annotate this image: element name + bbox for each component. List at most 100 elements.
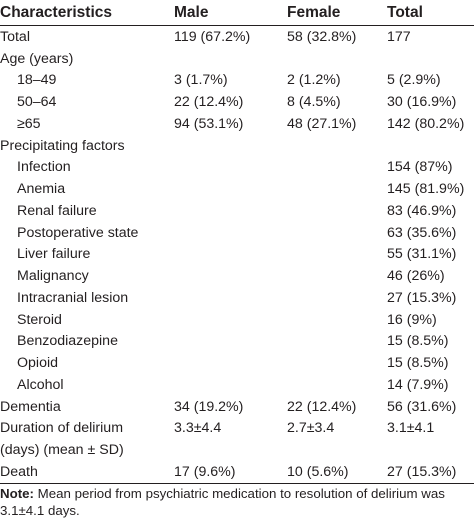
- table-header-row: Characteristics Male Female Total: [0, 0, 474, 26]
- cell-male: [174, 331, 287, 353]
- cell-male: 3 (1.7%): [174, 72, 228, 89]
- row-label: Dementia: [0, 398, 61, 415]
- row-label: Infection: [17, 159, 71, 176]
- cell-female: 48 (27.1%): [287, 115, 357, 132]
- row-label: Steroid: [17, 311, 62, 328]
- table-row: 50–64 22 (12.4%) 8 (4.5%) 30 (16.9%): [0, 91, 474, 113]
- table-row: Death 17 (9.6%) 10 (5.6%) 27 (15.3%): [0, 461, 474, 484]
- cell-total: 154 (87%): [387, 159, 453, 176]
- cell-total: 27 (15.3%): [387, 461, 474, 484]
- cell-total: [387, 135, 474, 157]
- table-row: Anemia 145 (81.9%): [0, 178, 474, 200]
- cell-total: 30 (16.9%): [387, 94, 457, 111]
- cell-female: 22 (12.4%): [287, 398, 357, 415]
- cell-female: [287, 309, 387, 331]
- row-label: Age (years): [0, 50, 74, 67]
- row-label: Intracranial lesion: [17, 289, 129, 306]
- row-label: Total: [0, 28, 30, 45]
- row-label: Postoperative state: [17, 224, 139, 241]
- table-row: Alcohol 14 (7.9%): [0, 374, 474, 396]
- row-label: Duration of delirium: [0, 420, 124, 437]
- cell-male: 119 (67.2%): [174, 28, 251, 45]
- table-row: Total 119 (67.2%) 58 (32.8%) 177: [0, 26, 474, 48]
- row-label: Liver failure: [17, 246, 91, 263]
- row-label: Benzodiazepine: [17, 333, 118, 350]
- table-row: Infection 154 (87%): [0, 157, 474, 179]
- cell-male: [174, 178, 287, 200]
- table-row: Duration of delirium 3.3±4.4 2.7±3.4 3.1±4.…: [0, 418, 474, 440]
- row-label: (days) (mean ± SD): [0, 442, 124, 459]
- row-label: Anemia: [17, 181, 66, 198]
- cell-female: 2.7±3.4: [287, 420, 335, 437]
- footnote-label: Note:: [0, 486, 34, 501]
- cell-total: 177: [387, 28, 411, 45]
- table-footnote: Note: Mean period from psychiatric medic…: [0, 485, 474, 519]
- cell-male: [174, 200, 287, 222]
- cell-total: 63 (35.6%): [387, 224, 457, 241]
- cell-male: [174, 48, 287, 70]
- cell-male: 94 (53.1%): [174, 115, 244, 132]
- cell-total: 27 (15.3%): [387, 289, 457, 306]
- row-label: Precipitating factors: [0, 137, 125, 154]
- cell-male: 34 (19.2%): [174, 398, 244, 415]
- header-male: Male: [174, 0, 287, 26]
- cell-female: [287, 265, 387, 287]
- header-characteristics: Characteristics: [0, 0, 174, 26]
- table-row: ≥65 94 (53.1%) 48 (27.1%) 142 (80.2%): [0, 113, 474, 135]
- cell-female: 2 (1.2%): [287, 72, 341, 89]
- footnote-line-2: 3.1±4.1 days.: [0, 503, 80, 518]
- row-label: 18–49: [17, 72, 57, 89]
- cell-female: [287, 331, 387, 353]
- table-row: Steroid 16 (9%): [0, 309, 474, 331]
- footnote-line-1: Note: Mean period from psychiatric medic…: [0, 485, 474, 502]
- cell-female: 58 (32.8%): [287, 28, 357, 45]
- table-row: Benzodiazepine 15 (8.5%): [0, 331, 474, 353]
- cell-male: [174, 439, 287, 461]
- cell-female: [287, 244, 387, 266]
- cell-male: [174, 287, 287, 309]
- cell-female: 10 (5.6%): [287, 461, 387, 484]
- cell-male: 17 (9.6%): [174, 461, 287, 484]
- table-row: Liver failure 55 (31.1%): [0, 244, 474, 266]
- row-label: Alcohol: [17, 376, 64, 393]
- cell-male: [174, 374, 287, 396]
- cell-male: [174, 222, 287, 244]
- cell-female: [287, 352, 387, 374]
- footnote-text: Mean period from psychiatric medication …: [33, 486, 445, 501]
- cell-female: [287, 157, 387, 179]
- cell-female: [287, 287, 387, 309]
- cell-female: [287, 374, 387, 396]
- cell-total: [387, 48, 474, 70]
- cell-total: 83 (46.9%): [387, 202, 457, 219]
- cell-female: [287, 200, 387, 222]
- row-label: 50–64: [17, 94, 57, 111]
- cell-female: [287, 178, 387, 200]
- table-row: Opioid 15 (8.5%): [0, 352, 474, 374]
- table-row: Renal failure 83 (46.9%): [0, 200, 474, 222]
- cell-male: 3.3±4.4: [174, 420, 222, 437]
- cell-female: 8 (4.5%): [287, 94, 341, 111]
- cell-male: [174, 352, 287, 374]
- header-female: Female: [287, 0, 387, 26]
- cell-male: [174, 157, 287, 179]
- cell-total: [387, 439, 474, 461]
- table-row: Age (years): [0, 48, 474, 70]
- row-label: ≥65: [17, 115, 41, 132]
- characteristics-table: Characteristics Male Female Total Total 1…: [0, 0, 474, 484]
- cell-total: 14 (7.9%): [387, 376, 449, 393]
- cell-female: [287, 135, 387, 157]
- row-label: Renal failure: [17, 202, 97, 219]
- cell-male: [174, 309, 287, 331]
- row-label: Opioid: [17, 355, 59, 372]
- cell-female: [287, 439, 387, 461]
- cell-male: [174, 135, 287, 157]
- header-total: Total: [387, 0, 474, 26]
- table-row: Malignancy 46 (26%): [0, 265, 474, 287]
- cell-total: 15 (8.5%): [387, 333, 449, 350]
- cell-male: [174, 265, 287, 287]
- cell-female: [287, 48, 387, 70]
- cell-total: 142 (80.2%): [387, 115, 465, 132]
- cell-male: [174, 244, 287, 266]
- cell-total: 145 (81.9%): [387, 181, 465, 198]
- cell-total: 46 (26%): [387, 268, 445, 285]
